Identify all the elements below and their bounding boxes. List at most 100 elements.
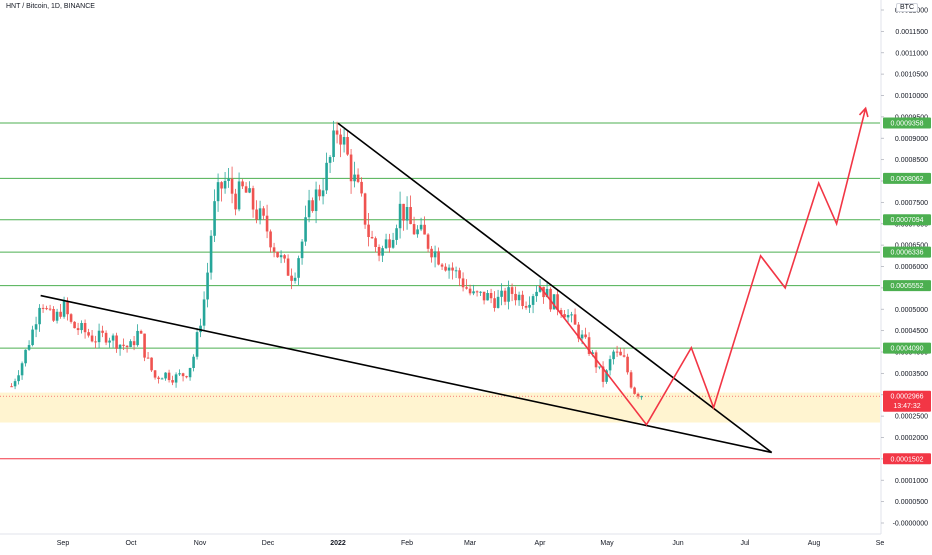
candle-body <box>479 292 482 293</box>
candle-body <box>525 306 528 308</box>
candle-body <box>28 345 31 350</box>
candle-body <box>161 378 164 379</box>
y-tick-label: 0.0011000 <box>895 50 928 57</box>
candle-body <box>346 137 349 155</box>
candle-body <box>287 259 290 276</box>
candle-body <box>227 179 230 181</box>
candle-body <box>280 255 283 257</box>
candle-body <box>353 175 356 182</box>
y-tick-label: 0.0010000 <box>895 93 928 100</box>
candle-body <box>133 341 136 345</box>
candle-body <box>56 312 59 321</box>
candle-body <box>399 204 402 228</box>
candle-body <box>231 179 234 194</box>
candle-body <box>535 292 538 296</box>
price-axis <box>881 0 932 550</box>
level-price-text: 0.0004090 <box>890 346 923 353</box>
candle-body <box>437 251 440 264</box>
candle-body <box>220 182 223 188</box>
y-tick-label: 0.0003500 <box>895 371 928 378</box>
candle-body <box>388 239 391 247</box>
candle-body <box>623 355 626 356</box>
candle-body <box>108 341 111 343</box>
candle-body <box>413 224 416 234</box>
candle-body <box>203 299 206 325</box>
candle-body <box>136 331 139 345</box>
candle-body <box>112 336 115 341</box>
candle-body <box>427 235 430 249</box>
candle-body <box>290 276 293 281</box>
candle-body <box>70 314 73 322</box>
candle-body <box>66 301 69 314</box>
candle-body <box>45 308 48 309</box>
candle-body <box>255 210 258 220</box>
candle-body <box>224 181 227 189</box>
candle-body <box>350 155 353 182</box>
countdown-text: 13:47:32 <box>893 403 920 410</box>
candle-body <box>168 373 171 380</box>
currency-button[interactable]: BTC <box>896 3 918 12</box>
candle-body <box>364 193 367 224</box>
candle-body <box>630 372 633 387</box>
candle-body <box>444 267 447 271</box>
candle-body <box>59 312 62 317</box>
candle-body <box>241 181 244 186</box>
candle-body <box>465 287 468 288</box>
y-tick-label: -0.0000000 <box>893 521 929 528</box>
candle-body <box>521 295 524 306</box>
candle-body <box>626 357 629 373</box>
candle-body <box>143 334 146 358</box>
level-price-text: 0.0007094 <box>890 217 923 224</box>
candle-body <box>52 309 55 321</box>
candle-body <box>42 308 45 309</box>
candle-body <box>157 378 160 379</box>
candle-body <box>462 278 465 287</box>
candle-body <box>266 216 269 232</box>
y-tick-label: 0.0009000 <box>895 136 928 143</box>
candle-body <box>283 255 286 258</box>
candle-body <box>210 236 213 273</box>
candle-body <box>31 330 34 345</box>
candle-body <box>301 242 304 259</box>
candle-body <box>416 229 419 234</box>
y-tick-label: 0.0002000 <box>895 435 928 442</box>
candle-body <box>406 207 409 221</box>
candle-body <box>528 305 531 308</box>
candle-body <box>245 186 248 192</box>
candle-body <box>360 182 363 194</box>
candle-body <box>378 247 381 256</box>
candle-body <box>469 289 472 294</box>
candle-body <box>38 308 41 324</box>
candle-body <box>486 293 489 300</box>
candle-body <box>511 287 514 294</box>
candle-body <box>339 135 342 145</box>
candle-body <box>493 298 496 308</box>
candle-body <box>101 331 104 333</box>
candle-body <box>248 188 251 192</box>
candle-body <box>140 331 143 334</box>
candle-body <box>640 396 643 397</box>
x-tick-label: Oct <box>126 540 137 547</box>
x-tick-label: Aug <box>808 540 821 547</box>
candle-body <box>259 208 262 219</box>
candle-body <box>94 341 97 342</box>
candle-body <box>458 270 461 278</box>
candle-body <box>10 386 13 387</box>
candle-body <box>332 130 335 157</box>
symbol-title: HNT / Bitcoin, 1D, BINANCE <box>6 3 95 10</box>
candle-body <box>336 130 339 134</box>
candle-body <box>252 188 255 209</box>
candle-body <box>483 292 486 301</box>
candle-body <box>294 278 297 281</box>
candle-body <box>217 182 220 201</box>
candle-body <box>119 345 122 349</box>
candle-body <box>367 225 370 237</box>
candle-body <box>385 239 388 248</box>
level-price-text: 0.0005552 <box>890 283 923 290</box>
candle-body <box>80 323 83 330</box>
candle-body <box>73 322 76 328</box>
candle-body <box>497 297 500 308</box>
candle-body <box>402 204 405 221</box>
